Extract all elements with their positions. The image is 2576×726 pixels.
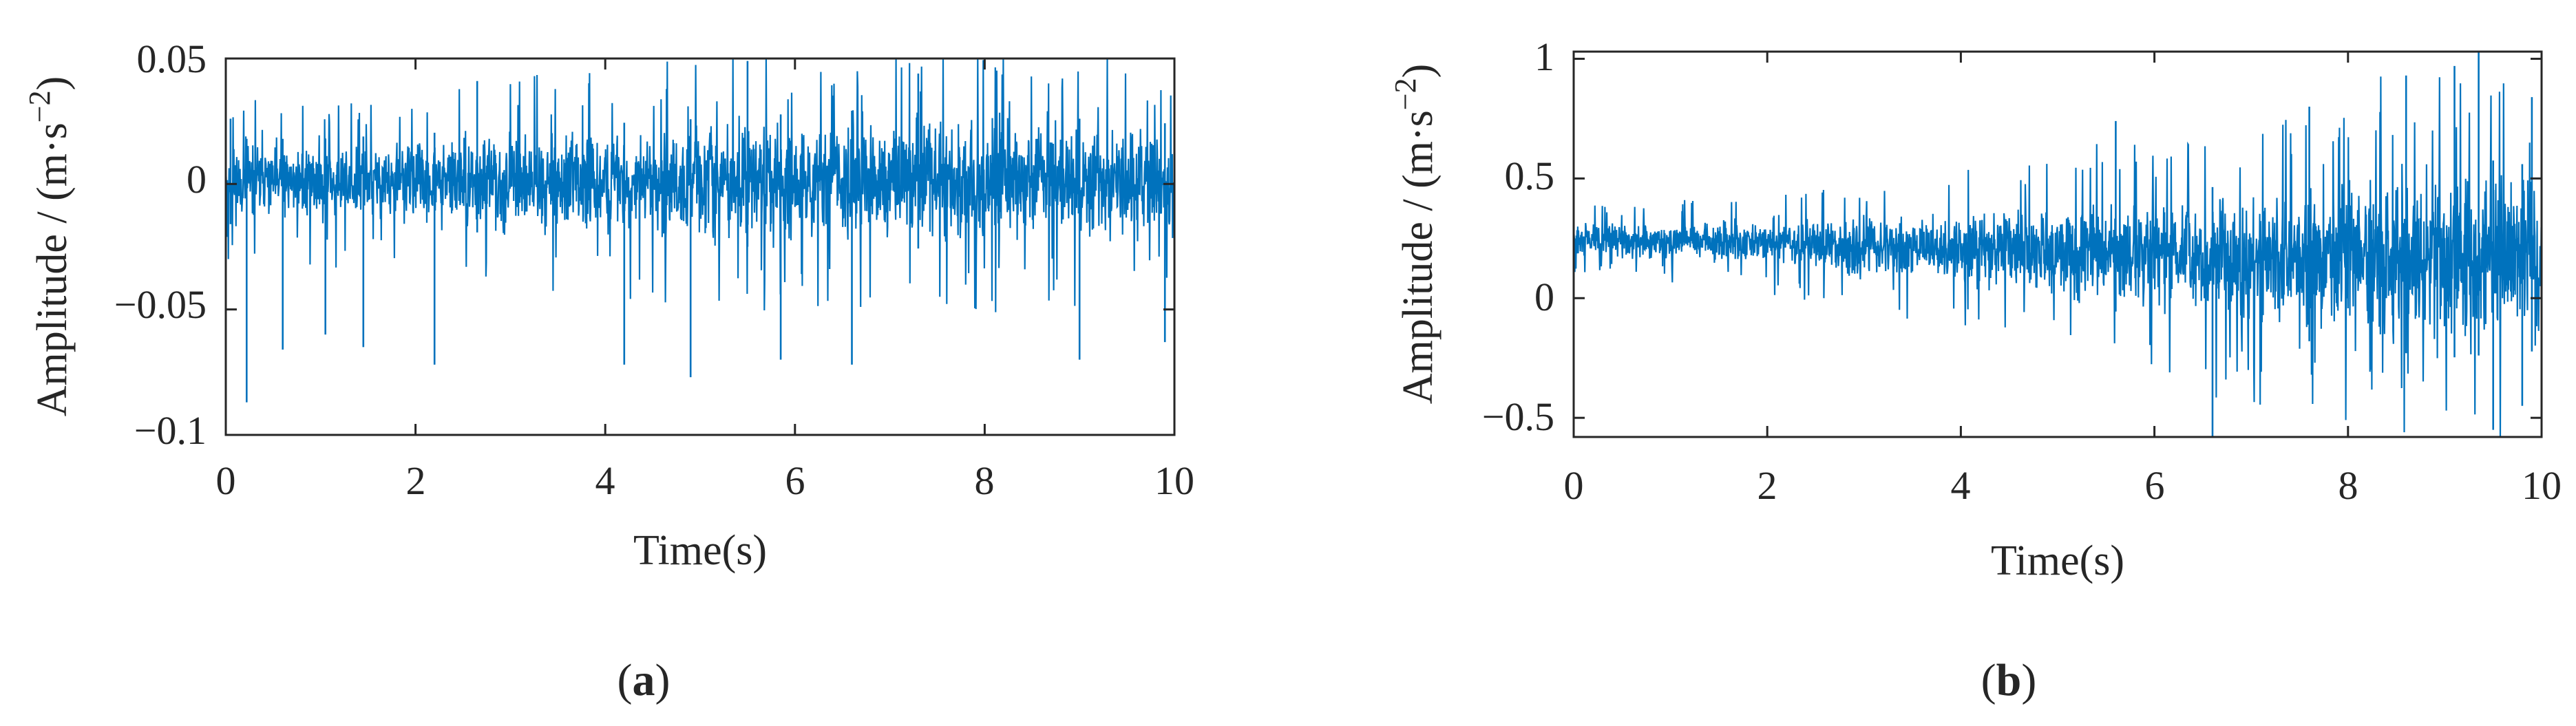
panel-a-xtick-label: 2: [406, 458, 426, 503]
panel-b-ylabel-superscript: −2: [1389, 78, 1422, 110]
panel-a-xtick-label: 6: [785, 458, 805, 503]
panel-b-ylabel-close: ): [1395, 64, 1442, 78]
panel-a-ylabel-close: ): [29, 76, 76, 91]
panel-a-xtick-label: 10: [1154, 458, 1194, 503]
panel-a-ytick-label: −0.05: [114, 282, 207, 327]
panel-b-ticks: [1572, 52, 2543, 437]
panel-a-ytick-label: −0.1: [134, 408, 207, 453]
panel-a-label: (a): [617, 655, 671, 705]
panel-b-xtick-label: 6: [2145, 463, 2165, 508]
panel-b-axes-box: [1572, 50, 2543, 438]
panel-a-xtick-label: 8: [975, 458, 995, 503]
panel-b-ytick-label: 0.5: [1505, 153, 1555, 198]
panel-b-xtick-label: 10: [2522, 463, 2562, 508]
panel-a-axes-box: [224, 57, 1176, 436]
panel-b-label-open: (: [1981, 655, 1996, 705]
panel-b-ytick-label: 1: [1534, 34, 1554, 79]
panel-b: 1 0.5 0 −0.5 0 2 4 6 8 10 Time(s) Amplit…: [1389, 34, 2562, 705]
panel-a-xlabel: Time(s): [633, 527, 767, 574]
panel-b-label-letter: b: [1996, 655, 2022, 705]
panel-a-xtick-label: 4: [595, 458, 615, 503]
panel-a-ytick-label: 0: [187, 157, 207, 202]
panel-b-xtick-label: 0: [1564, 463, 1584, 508]
panel-b-label: (b): [1981, 655, 2037, 705]
panel-b-signal-line: [1573, 76, 2543, 438]
panel-a-label-letter: a: [633, 655, 655, 705]
panel-b-ytick-label: −0.5: [1482, 394, 1554, 439]
panel-a-ticks: [224, 57, 1176, 436]
panel-a-signal-group: [224, 58, 1176, 403]
panel-a-ylabel: Amplitude / (m·s−2): [23, 76, 76, 417]
panel-a-ytick-label: 0.05: [137, 36, 207, 81]
panel-b-xtick-label: 8: [2339, 463, 2358, 508]
panel-a-label-open: (: [617, 655, 633, 705]
panel-b-xtick-label: 2: [1757, 463, 1777, 508]
panel-b-ylabel: Amplitude / (m·s−2): [1389, 64, 1442, 405]
panel-a-ylabel-superscript: −2: [23, 90, 56, 122]
panel-a: 0.05 0 −0.05 −0.1 0 2 4 6 8 10 Time(s) A…: [23, 36, 1194, 705]
panel-b-signal-group: [1573, 52, 2543, 438]
panel-a-ylabel-main: Amplitude / (m·s: [29, 122, 76, 416]
panel-b-ytick-label: 0: [1534, 275, 1554, 319]
panel-a-xtick-label: 0: [216, 458, 236, 503]
panel-b-ylabel-main: Amplitude / (m·s: [1395, 110, 1442, 404]
panel-b-xlabel: Time(s): [1991, 537, 2124, 584]
panel-b-xtick-label: 4: [1951, 463, 1971, 508]
panel-b-label-close: ): [2021, 655, 2036, 705]
panel-a-signal-line: [224, 58, 1176, 312]
panel-a-label-close: ): [655, 655, 671, 705]
